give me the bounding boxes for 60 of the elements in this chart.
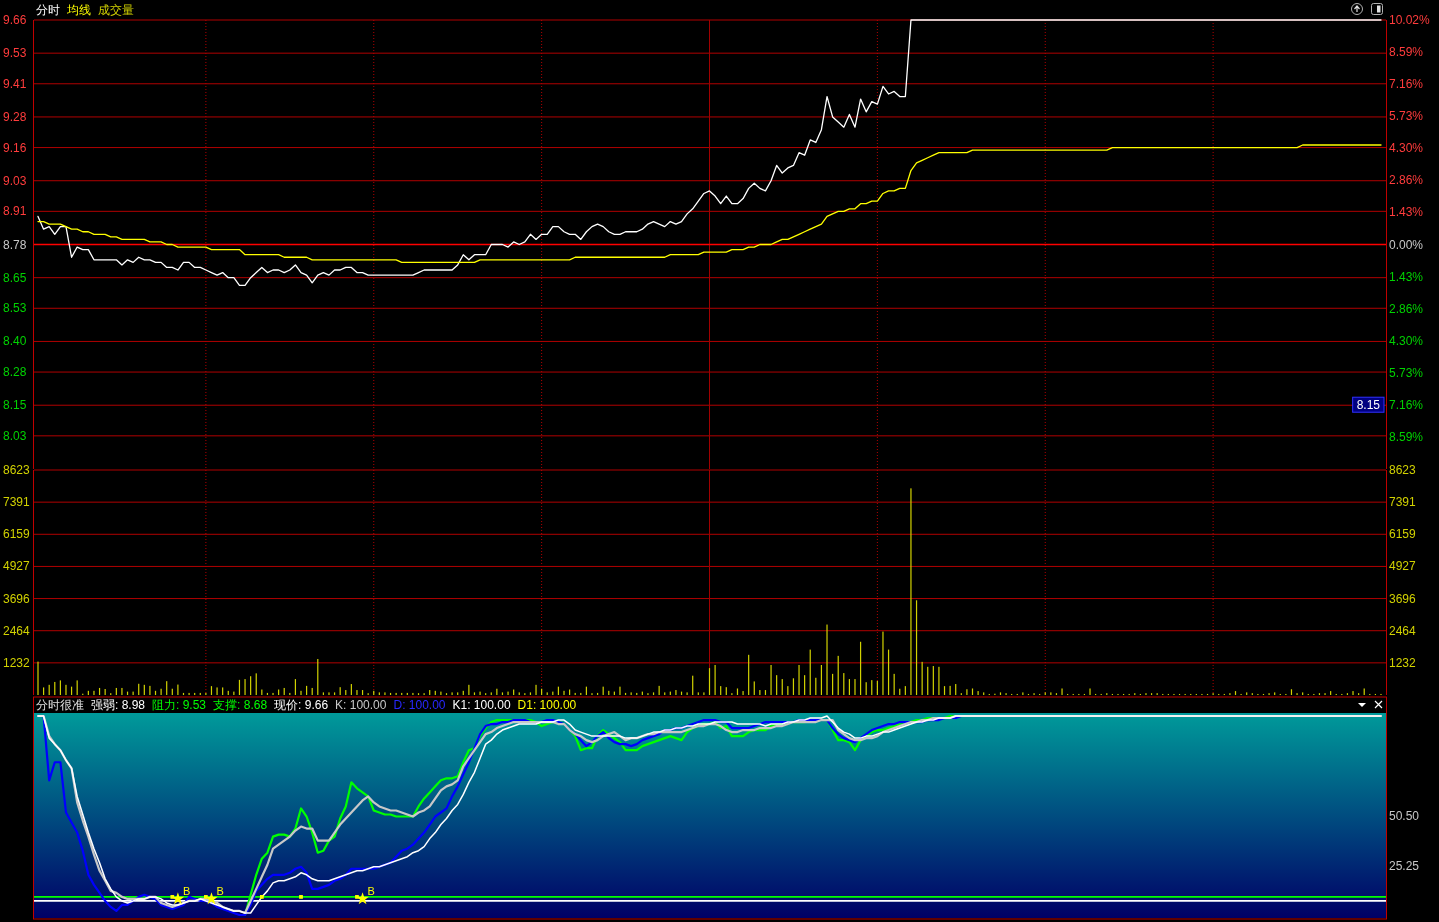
- data-label: B: [216, 884, 224, 897]
- text: 分时: [36, 3, 60, 17]
- y-tick-label: 9.28: [3, 109, 27, 124]
- text: K: 100.00: [335, 698, 387, 712]
- y2-tick-label: 6159: [1389, 527, 1417, 542]
- annotation: 8.15: [1356, 398, 1381, 413]
- data-label: B: [367, 884, 375, 897]
- text: 阻力: 9.53: [152, 698, 207, 712]
- y2-tick-label: 1.43%: [1389, 269, 1424, 284]
- y2-tick-label: 50.50: [1389, 808, 1420, 823]
- y2-tick-label: 7.16%: [1389, 77, 1424, 92]
- y-tick-label: 6159: [3, 527, 31, 542]
- y2-tick-label: 4.30%: [1389, 141, 1424, 156]
- y-tick-label: 2464: [3, 623, 31, 638]
- y2-tick-label: 4.30%: [1389, 333, 1424, 348]
- y-tick-label: 8.28: [3, 365, 27, 380]
- y-tick-label: 9.41: [3, 76, 27, 91]
- y-tick-label: 8623: [3, 463, 31, 477]
- y2-tick-label: 4927: [1389, 559, 1417, 574]
- y-tick-label: 4927: [3, 559, 31, 574]
- y-tick-label: 7391: [3, 495, 31, 510]
- text: 现价: 9.66: [274, 698, 329, 712]
- y2-tick-label: 3696: [1389, 591, 1417, 606]
- y-tick-label: 1232: [3, 655, 31, 670]
- y2-tick-label: 2464: [1389, 623, 1417, 638]
- y2-tick-label: 8.59%: [1389, 429, 1424, 444]
- y-tick-label: 9.66: [3, 13, 27, 27]
- y2-tick-label: 7.16%: [1389, 397, 1424, 412]
- y2-tick-label: 7391: [1389, 495, 1417, 510]
- y-tick-label: 8.03: [3, 428, 27, 443]
- y-tick-label: 8.40: [3, 334, 27, 349]
- y-tick-label: 8.53: [3, 301, 27, 316]
- y2-tick-label: 5.73%: [1389, 365, 1424, 380]
- text: 强弱: 8.98: [91, 698, 146, 712]
- text: 支撑: 8.68: [213, 698, 268, 712]
- y-tick-label: 9.03: [3, 173, 27, 188]
- y2-tick-label: 10.02%: [1389, 13, 1431, 27]
- y-tick-label: 8.65: [3, 270, 27, 285]
- text: 成交量: [98, 3, 134, 17]
- y2-tick-label: 0.00%: [1389, 237, 1424, 252]
- y-tick-label: 3696: [3, 591, 31, 606]
- y2-tick-label: 25.25: [1389, 859, 1420, 874]
- y2-tick-label: 1232: [1389, 655, 1417, 670]
- y-tick-label: 8.78: [3, 237, 27, 252]
- data-label: B: [182, 884, 191, 897]
- y-tick-label: 8.91: [3, 204, 27, 219]
- y-tick-label: 9.53: [3, 46, 27, 61]
- y2-tick-label: 2.86%: [1389, 173, 1424, 188]
- y-tick-label: 9.16: [3, 140, 27, 155]
- y2-tick-label: 8.59%: [1389, 45, 1424, 60]
- text: 均线: [66, 3, 91, 17]
- y2-tick-label: 8623: [1389, 463, 1417, 477]
- y2-tick-label: 5.73%: [1389, 109, 1424, 124]
- y2-tick-label: 1.43%: [1389, 205, 1424, 220]
- chart-title: 分时很准: [36, 698, 84, 712]
- text: K1: 100.00: [452, 698, 511, 712]
- y-tick-label: 8.15: [3, 398, 27, 413]
- text: D1: 100.00: [517, 698, 577, 712]
- text: D: 100.00: [393, 698, 446, 712]
- y2-tick-label: 2.86%: [1389, 301, 1424, 316]
